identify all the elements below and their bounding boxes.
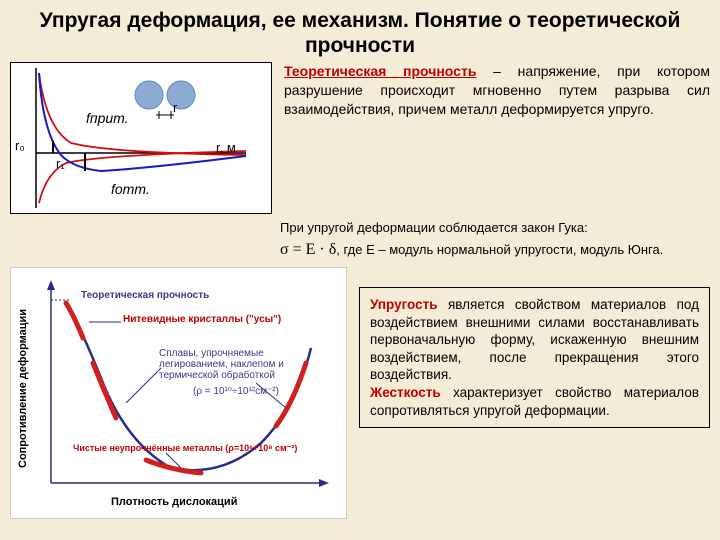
page-title: Упругая деформация, ее механизм. Понятие… [0, 0, 720, 62]
label-whiskers: Нитевидные кристаллы ("усы") [123, 314, 281, 325]
elasticity-definition-box: Упругость является свойством материалов … [359, 287, 710, 428]
label-fprit: fприт. [86, 110, 129, 126]
formula-rhs: , где E – модуль нормальной упругости, м… [336, 242, 663, 257]
label-r1: r₁ [56, 156, 65, 171]
stiffness-term: Жесткость [370, 385, 441, 400]
label-alloys: Сплавы, упрочняемые легированием, наклеп… [159, 348, 334, 381]
elasticity-term: Упругость [370, 297, 438, 312]
definition-term: Теоретическая прочность [284, 63, 476, 79]
label-theoretical: Теоретическая прочность [81, 290, 209, 301]
formula-lhs: σ = E · δ [280, 241, 336, 258]
label-r-axis: r, м [216, 140, 236, 155]
label-alloys-range: (ρ = 10¹⁰÷10¹²см⁻²) [193, 386, 279, 397]
x-axis-label: Плотность дислокаций [111, 496, 237, 508]
force-distance-chart: fприт. fотт. r₀ r₁ r r, м [10, 62, 272, 214]
label-r0: r₀ [15, 138, 25, 153]
theoretical-strength-definition: Теоретическая прочность – напряжение, пр… [272, 62, 710, 214]
hooke-formula: σ = E · δ, где E – модуль нормальной упр… [0, 241, 720, 263]
y-axis-label: Сопротивление деформации [17, 309, 29, 468]
dislocation-density-chart: Сопротивление деформации Плотность дисло… [10, 267, 347, 519]
label-r: r [173, 100, 177, 115]
label-fott: fотт. [111, 181, 150, 197]
label-pure-metals: Чистые неупрочнённые металлы (ρ=10⁶÷10⁸ … [73, 443, 333, 454]
hooke-intro: При упругой деформации соблюдается закон… [0, 214, 720, 241]
